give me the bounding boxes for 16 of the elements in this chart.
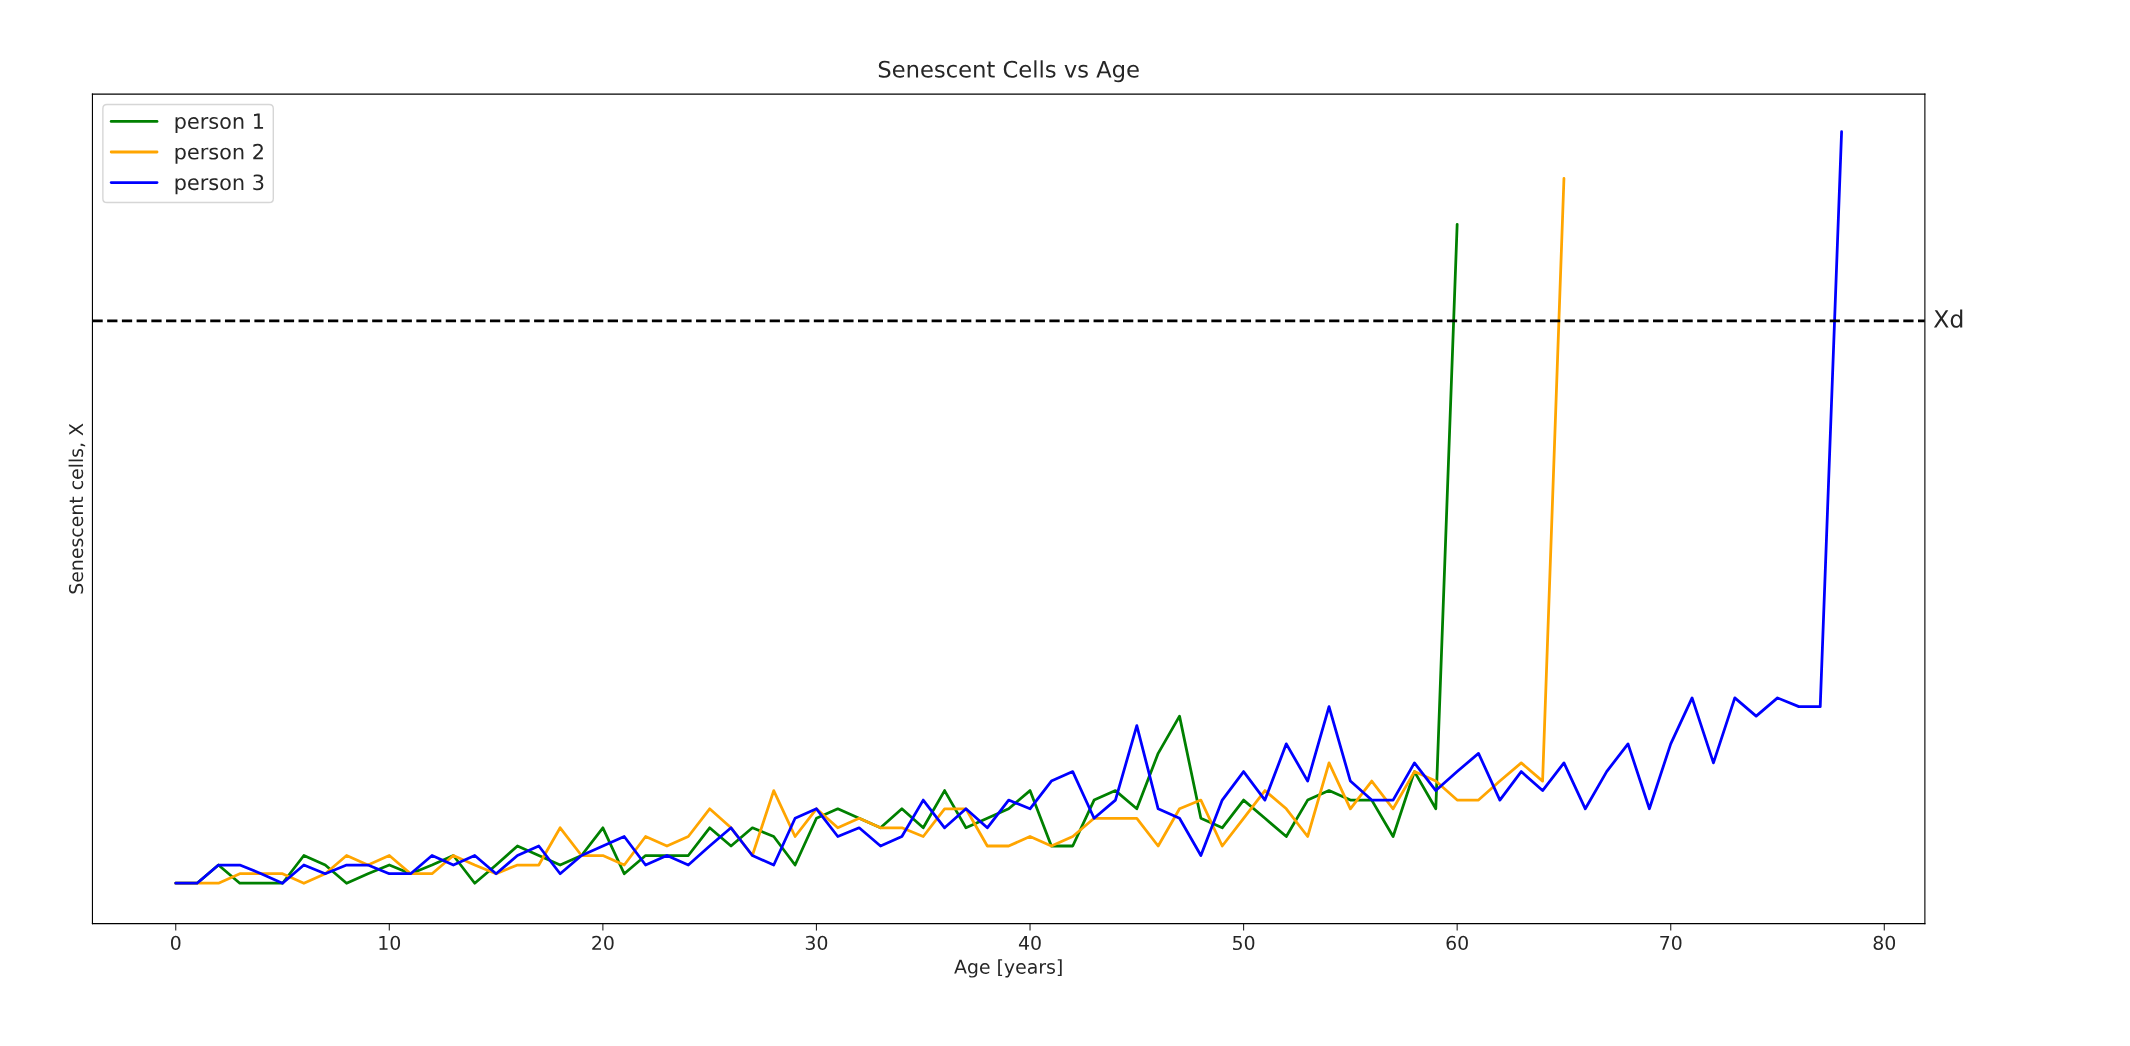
x-tick-label: 80 <box>1873 935 1896 951</box>
x-tick-label: 20 <box>592 935 614 951</box>
ref-line-label: Xd <box>1933 309 1963 328</box>
x-tick-label: 40 <box>1018 935 1041 951</box>
legend-label: person 2 <box>175 143 263 164</box>
x-axis-title: Age [years] <box>954 959 1062 978</box>
x-tick-label: 50 <box>1233 935 1255 951</box>
x-tick-label: 60 <box>1446 935 1468 951</box>
x-tick-label: 30 <box>805 935 828 951</box>
legend-label: person 1 <box>175 113 264 134</box>
chart-title: Senescent Cells vs Age <box>878 60 1139 83</box>
x-tick-label: 0 <box>170 935 181 951</box>
x-tick-label: 10 <box>379 935 401 951</box>
legend-label: person 3 <box>175 174 264 195</box>
y-axis-title: Senescent cells, X <box>68 423 86 594</box>
x-tick-label: 70 <box>1660 935 1682 951</box>
